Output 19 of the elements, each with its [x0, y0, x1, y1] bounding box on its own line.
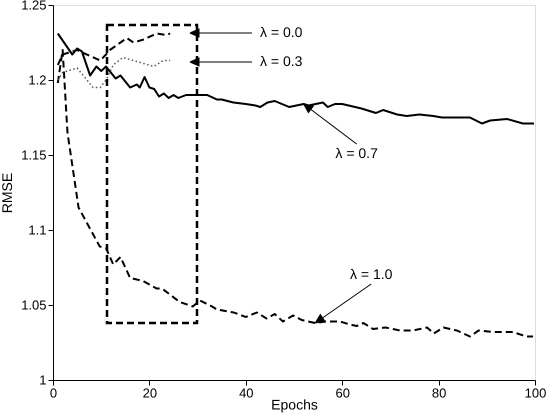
x-tick-label: 0	[50, 386, 58, 400]
x-tick-label: 100	[524, 386, 546, 400]
x-tick-label: 80	[432, 386, 446, 400]
annotation: λ = 1.0	[350, 266, 393, 282]
x-tick-label: 20	[142, 386, 158, 400]
x-tick-label: 40	[239, 386, 254, 400]
y-tick-label: 1.25	[21, 0, 46, 12]
line-series	[57, 56, 171, 88]
y-tick-label: 1.2	[28, 72, 46, 88]
y-axis-title: RMSE	[0, 172, 16, 214]
y-tick-label: 1.15	[21, 148, 46, 162]
x-axis-title: Epochs	[271, 396, 318, 412]
annotation: λ = 0.0	[260, 24, 303, 40]
annotation: λ = 0.3	[260, 53, 303, 69]
y-tick-label: 1	[39, 372, 46, 388]
y-tick-label: 1.05	[21, 298, 46, 312]
y-tick-label: 1.1	[28, 222, 46, 238]
x-tick-label: 60	[335, 386, 350, 400]
annotation: λ = 0.7	[335, 145, 378, 161]
